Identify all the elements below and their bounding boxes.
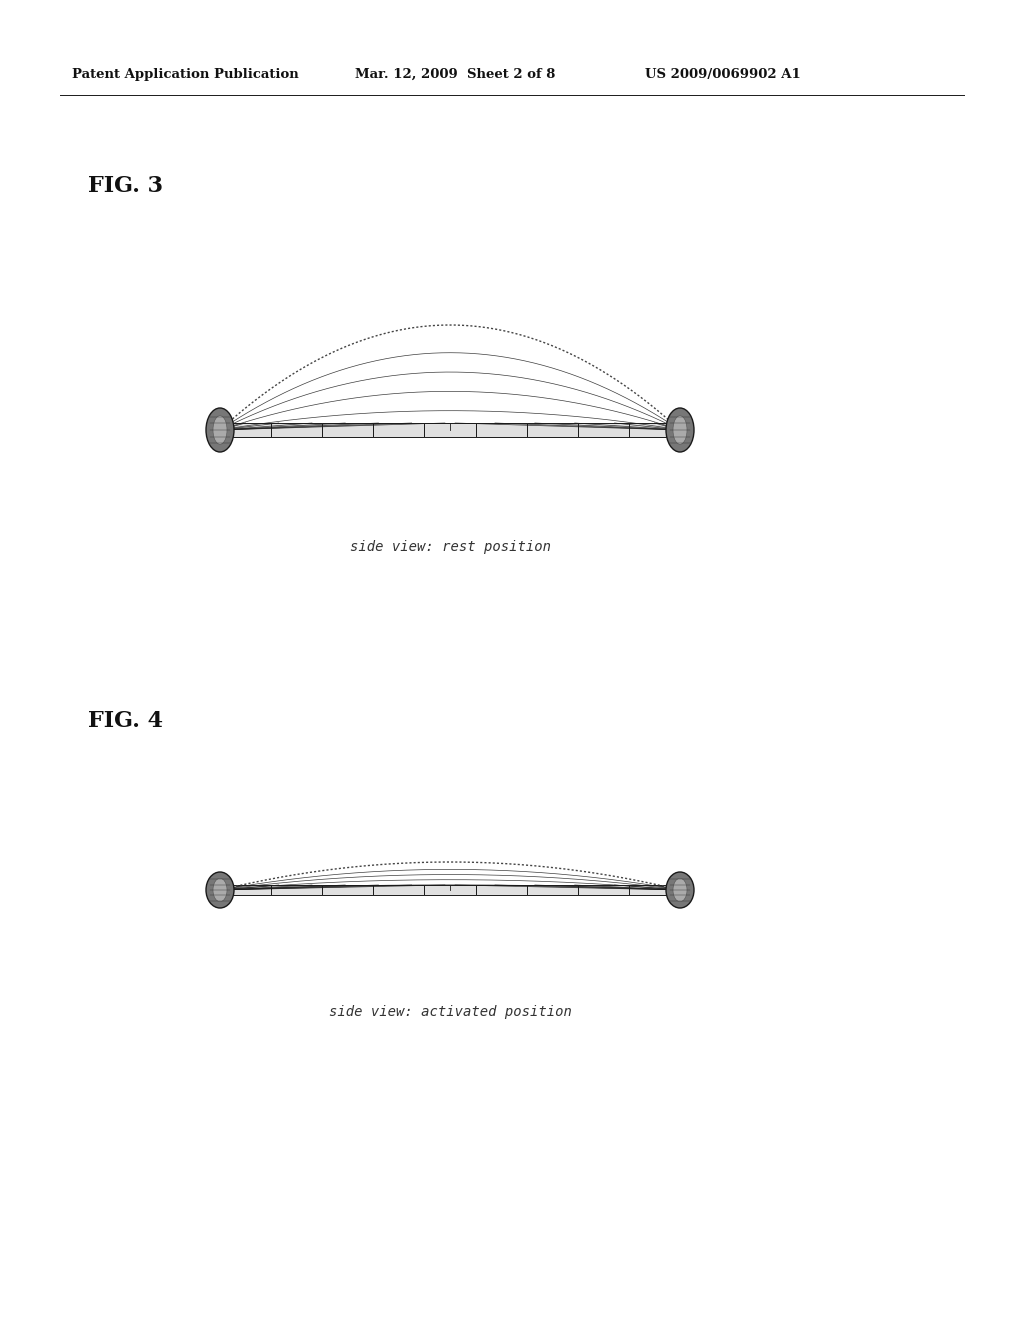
Bar [578,884,629,895]
Text: side view: activated position: side view: activated position [329,1005,571,1019]
Text: FIG. 3: FIG. 3 [88,176,163,197]
Bar [220,422,271,437]
Bar [629,884,680,895]
Bar [323,884,374,895]
Ellipse shape [673,878,687,902]
Bar [475,422,526,437]
Bar [271,422,323,437]
Bar [374,884,424,895]
Text: FIG. 4: FIG. 4 [88,710,163,733]
Ellipse shape [666,873,694,908]
Bar [323,422,374,437]
Bar [271,884,323,895]
Bar [424,884,475,895]
Ellipse shape [213,416,227,445]
Bar [526,422,578,437]
Ellipse shape [666,408,694,451]
Ellipse shape [673,416,687,445]
Text: Mar. 12, 2009  Sheet 2 of 8: Mar. 12, 2009 Sheet 2 of 8 [355,69,555,81]
Text: US 2009/0069902 A1: US 2009/0069902 A1 [645,69,801,81]
Ellipse shape [206,408,234,451]
Bar [526,884,578,895]
Bar [475,884,526,895]
Text: side view: rest position: side view: rest position [349,540,551,554]
Ellipse shape [213,878,227,902]
Bar [629,422,680,437]
Bar [374,422,424,437]
Ellipse shape [206,873,234,908]
Text: Patent Application Publication: Patent Application Publication [72,69,299,81]
Bar [424,422,475,437]
Bar [578,422,629,437]
Bar [220,884,271,895]
